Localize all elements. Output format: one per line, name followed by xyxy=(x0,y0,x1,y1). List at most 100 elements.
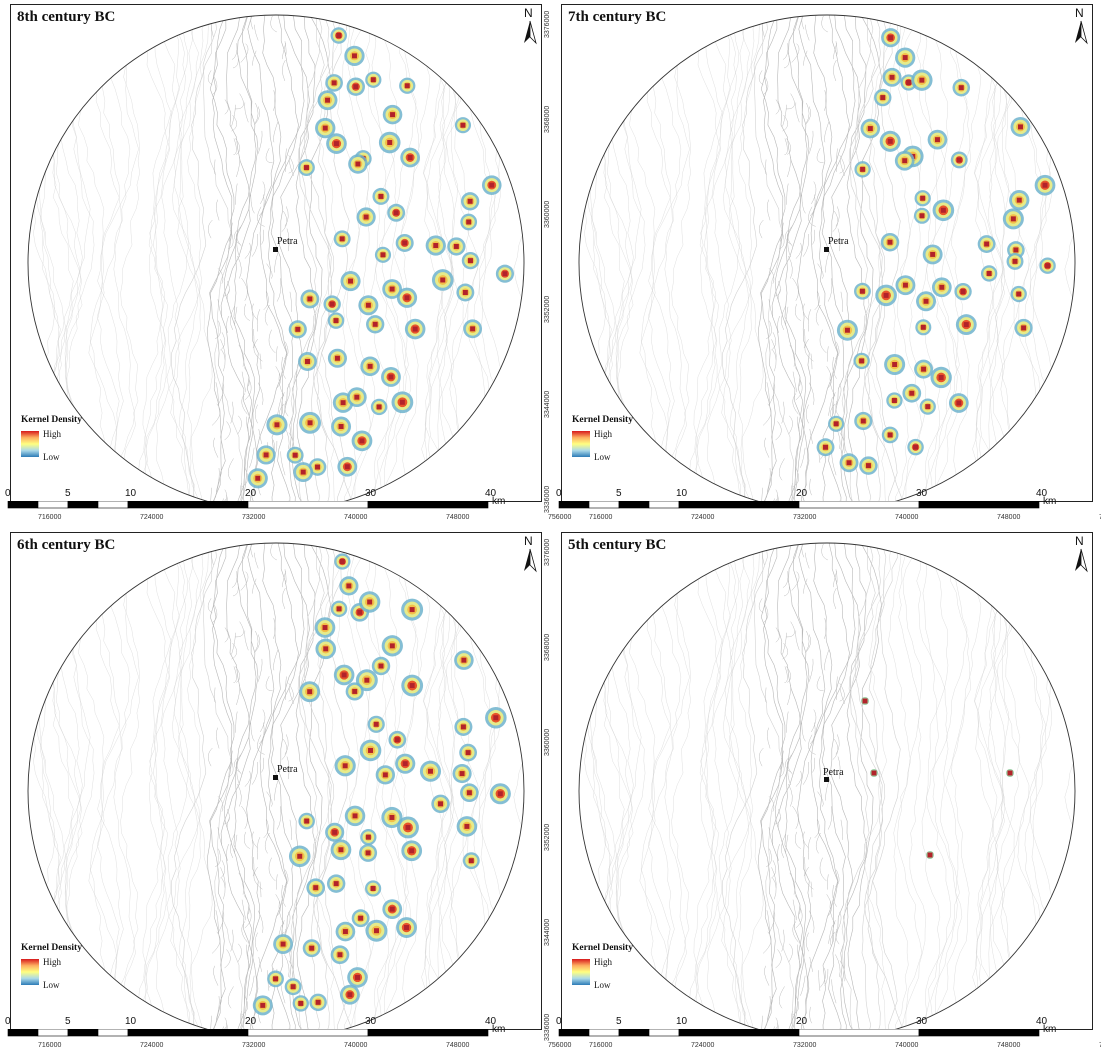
map-panel-8th-century: 8th century BC N Kernel Density High Low… xyxy=(10,4,542,502)
kernel-density-legend: Kernel Density High Low xyxy=(21,943,82,990)
north-label: N xyxy=(524,534,533,548)
legend-title: Kernel Density xyxy=(572,415,633,425)
x-tick-label: 756000 xyxy=(548,1042,572,1049)
x-tick-label: 724000 xyxy=(140,1042,164,1049)
y-tick-label: 3360000 xyxy=(544,728,551,756)
north-arrow-icon: N xyxy=(1070,6,1092,45)
scale-bar-graphic xyxy=(7,501,1040,509)
petra-label: Petra xyxy=(277,236,298,247)
scale-label: 5 xyxy=(65,488,71,499)
north-arrow-icon: N xyxy=(519,6,541,45)
kernel-density-legend: Kernel Density High Low xyxy=(21,415,82,462)
scale-bar-row-2: 0 5 10 20 30 40 km 0 5 10 20 30 40 km xyxy=(0,1016,1101,1056)
scale-label: 40 xyxy=(485,488,497,499)
scale-label: 30 xyxy=(916,488,928,499)
x-tick-label: 740000 xyxy=(344,514,368,521)
legend-high: High xyxy=(43,957,61,967)
panel-title: 5th century BC xyxy=(568,537,667,553)
x-tick-label: 748000 xyxy=(997,1042,1021,1049)
legend-low: Low xyxy=(594,452,611,462)
scale-label: 10 xyxy=(125,488,137,499)
scale-label: 30 xyxy=(916,1016,928,1027)
map-canvas xyxy=(578,542,1076,1029)
y-tick-label: 3360000 xyxy=(544,200,551,228)
legend-title: Kernel Density xyxy=(572,943,633,953)
petra-label: Petra xyxy=(277,764,298,775)
x-tick-label: 732000 xyxy=(242,514,266,521)
legend-low: Low xyxy=(43,452,60,462)
x-tick-label: 748000 xyxy=(997,514,1021,521)
scale-label: 10 xyxy=(676,1016,688,1027)
scale-bar-row-1: 0 5 10 20 30 40 km 0 5 10 20 30 40 km xyxy=(0,488,1101,528)
map-panel-5th-century: 5th century BC N Kernel Density High Low… xyxy=(561,532,1093,1030)
y-tick-label: 3368000 xyxy=(544,105,551,133)
scale-label: 40 xyxy=(485,1016,497,1027)
legend-high: High xyxy=(594,429,612,439)
legend-high: High xyxy=(594,957,612,967)
panel-title: 7th century BC xyxy=(568,9,667,25)
x-tick-label: 740000 xyxy=(344,1042,368,1049)
y-tick-label: 3376000 xyxy=(544,10,551,38)
kernel-density-legend: Kernel Density High Low xyxy=(572,943,633,990)
y-tick-label: 3352000 xyxy=(544,823,551,851)
scale-label: 0 xyxy=(556,1016,562,1027)
x-tick-label: 748000 xyxy=(446,514,470,521)
panel-title: 6th century BC xyxy=(17,537,116,553)
x-tick-label: 748000 xyxy=(446,1042,470,1049)
scale-label: 20 xyxy=(245,488,257,499)
north-arrow-icon: N xyxy=(519,534,541,573)
legend-low: Low xyxy=(594,980,611,990)
scale-label: 20 xyxy=(245,1016,257,1027)
x-tick-label: 732000 xyxy=(793,1042,817,1049)
scale-unit: km xyxy=(1043,496,1057,507)
x-tick-label: 732000 xyxy=(242,1042,266,1049)
scale-label: 0 xyxy=(5,1016,11,1027)
scale-label: 5 xyxy=(616,1016,622,1027)
scale-label: 30 xyxy=(365,488,377,499)
scale-label: 20 xyxy=(796,1016,808,1027)
map-canvas xyxy=(27,542,525,1029)
legend-high: High xyxy=(43,429,61,439)
x-tick-label: 732000 xyxy=(793,514,817,521)
north-label: N xyxy=(1075,534,1084,548)
x-tick-label: 740000 xyxy=(895,514,919,521)
y-tick-label: 3352000 xyxy=(544,295,551,323)
petra-label: Petra xyxy=(828,236,849,247)
scale-unit: km xyxy=(1043,1024,1057,1035)
legend-low: Low xyxy=(43,980,60,990)
legend-gradient xyxy=(572,431,590,457)
legend-title: Kernel Density xyxy=(21,415,82,425)
y-tick-label: 3344000 xyxy=(544,918,551,946)
scale-label: 40 xyxy=(1036,1016,1048,1027)
north-arrow-icon: N xyxy=(1070,534,1092,573)
legend-gradient xyxy=(572,959,590,985)
scale-bar-graphic xyxy=(7,1029,1040,1037)
scale-label: 40 xyxy=(1036,488,1048,499)
scale-label: 10 xyxy=(125,1016,137,1027)
north-label: N xyxy=(524,6,533,20)
x-tick-label: 724000 xyxy=(140,514,164,521)
kernel-density-legend: Kernel Density High Low xyxy=(572,415,633,462)
legend-gradient xyxy=(21,431,39,457)
y-tick-label: 3368000 xyxy=(544,633,551,661)
petra-label: Petra xyxy=(823,767,844,778)
y-tick-label: 3336000 xyxy=(544,485,551,513)
legend-title: Kernel Density xyxy=(21,943,82,953)
y-tick-label: 3376000 xyxy=(544,538,551,566)
x-tick-label: 716000 xyxy=(589,1042,613,1049)
x-tick-label: 716000 xyxy=(38,514,62,521)
panel-title: 8th century BC xyxy=(17,9,116,25)
scale-label: 0 xyxy=(556,488,562,499)
x-tick-label: 716000 xyxy=(589,514,613,521)
y-tick-label: 3336000 xyxy=(544,1013,551,1041)
x-tick-label: 740000 xyxy=(895,1042,919,1049)
scale-unit: km xyxy=(492,496,506,507)
x-tick-label: 756000 xyxy=(548,514,572,521)
map-canvas xyxy=(27,14,525,501)
north-label: N xyxy=(1075,6,1084,20)
map-panel-6th-century: 6th century BC N Kernel Density High Low… xyxy=(10,532,542,1030)
scale-label: 10 xyxy=(676,488,688,499)
x-tick-label: 756000 xyxy=(1099,514,1101,521)
x-tick-label: 756000 xyxy=(1099,1042,1101,1049)
scale-unit: km xyxy=(492,1024,506,1035)
